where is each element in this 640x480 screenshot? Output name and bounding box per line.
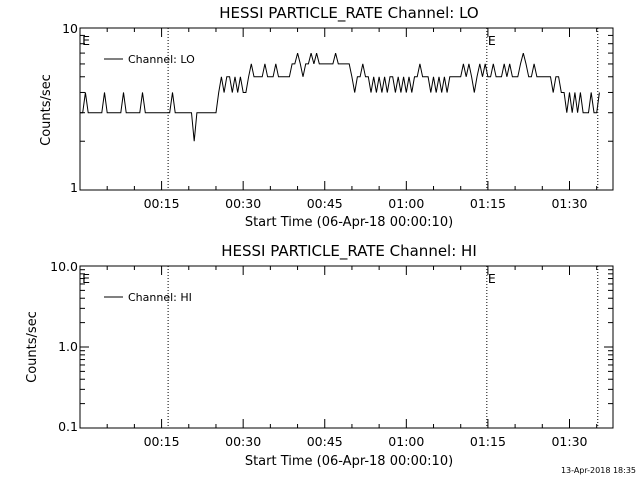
x-tick-label: 01:00 — [388, 196, 424, 211]
y-axis-ticks — [80, 27, 613, 191]
event-lines — [167, 266, 599, 428]
x-tick-label: 01:15 — [470, 196, 506, 211]
x-axis-ticks — [106, 28, 598, 190]
panel-hi: HESSI PARTICLE_RATE Channel: HI 00:15 00:… — [25, 242, 614, 469]
plot-frame — [79, 27, 614, 191]
chart-title: HESSI PARTICLE_RATE Channel: HI — [221, 242, 477, 261]
annotation-label: E — [82, 271, 90, 286]
y-tick-label-1: 1.0 — [58, 339, 78, 354]
panel-lo: HESSI PARTICLE_RATE Channel: LO 00:15 00:… — [39, 4, 614, 230]
y-axis-label: Counts/sec — [39, 74, 54, 146]
x-tick-label: 00:45 — [307, 434, 343, 449]
x-axis-tick-labels: 00:15 00:30 00:45 01:00 01:15 01:30 — [144, 434, 588, 449]
y-tick-label-10: 10 — [62, 21, 78, 36]
x-axis-label: Start Time (06-Apr-18 00:00:10) — [245, 215, 453, 230]
x-tick-label: 01:30 — [551, 434, 587, 449]
x-axis-tick-labels: 00:15 00:30 00:45 01:00 01:15 01:30 — [144, 196, 588, 211]
x-tick-label: 00:45 — [307, 196, 343, 211]
y-tick-label-1: 1 — [70, 180, 78, 195]
x-tick-label: 00:30 — [225, 434, 261, 449]
y-axis-label: Counts/sec — [25, 311, 40, 383]
x-tick-label: 00:15 — [144, 434, 180, 449]
y-tick-label-0-1: 0.1 — [58, 419, 78, 434]
annotation-label: E — [488, 271, 496, 286]
legend-label: Channel: HI — [128, 291, 192, 304]
series-group — [80, 52, 600, 142]
x-tick-label: 01:00 — [388, 434, 424, 449]
series-line — [80, 52, 600, 142]
x-axis-ticks — [106, 266, 598, 428]
x-tick-label: 01:15 — [470, 434, 506, 449]
annotation-label: E — [488, 33, 496, 48]
annotation-label: E — [82, 33, 90, 48]
chart-title: HESSI PARTICLE_RATE Channel: LO — [219, 4, 478, 23]
x-axis-label: Start Time (06-Apr-18 00:00:10) — [245, 454, 453, 469]
event-lines — [167, 28, 599, 190]
x-tick-label: 00:30 — [225, 196, 261, 211]
footer-timestamp: 13-Apr-2018 18:35 — [561, 466, 636, 475]
y-axis-ticks — [80, 265, 613, 429]
x-tick-label: 01:30 — [551, 196, 587, 211]
x-tick-label: 00:15 — [144, 196, 180, 211]
legend-label: Channel: LO — [128, 53, 195, 66]
y-tick-label-10: 10.0 — [50, 259, 78, 274]
